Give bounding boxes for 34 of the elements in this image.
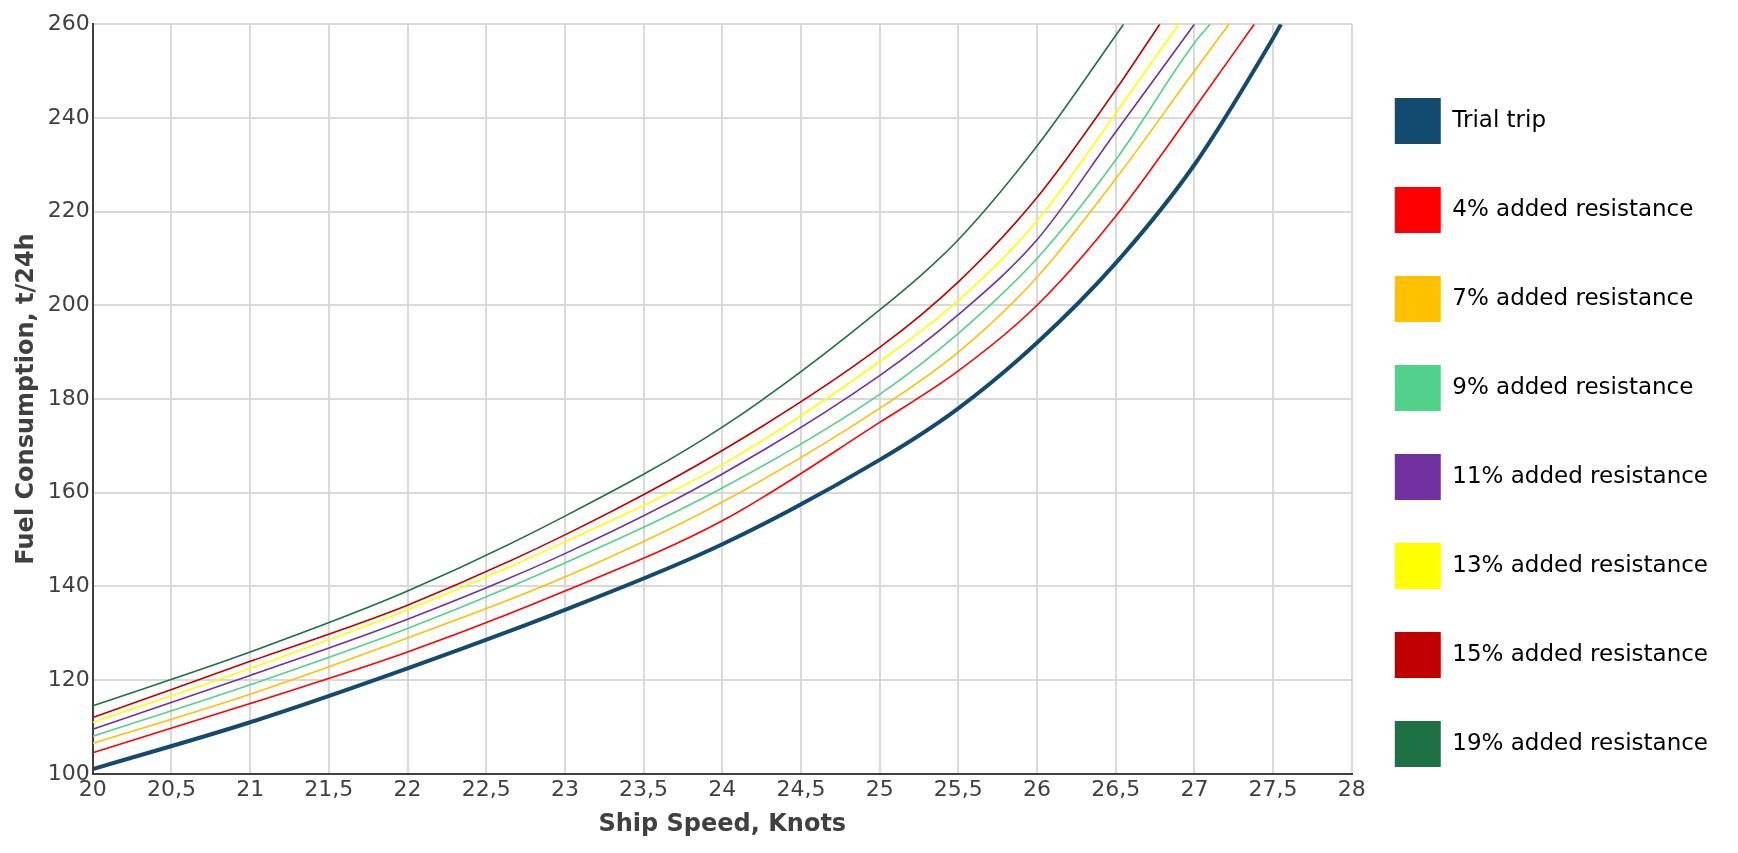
legend-label: 9% added resistance <box>1452 372 1694 399</box>
y-tick-label: 160 <box>47 478 90 504</box>
x-tick-label: 23 <box>550 775 579 801</box>
legend-label: 15% added resistance <box>1452 639 1709 666</box>
x-tick-label: 22,5 <box>461 775 511 801</box>
x-tick-label: 27,5 <box>1248 775 1298 801</box>
legend-label: 7% added resistance <box>1452 283 1694 310</box>
x-tick-label: 26,5 <box>1091 775 1141 801</box>
x-tick-label: 21 <box>236 775 265 801</box>
legend-label: 11% added resistance <box>1452 461 1709 488</box>
legend-label: 4% added resistance <box>1452 194 1694 221</box>
legend-label: 19% added resistance <box>1452 728 1709 755</box>
x-tick-label: 27 <box>1180 775 1209 801</box>
y-tick-label: 140 <box>47 572 90 598</box>
y-tick-label: 260 <box>47 9 90 35</box>
x-tick-label: 24 <box>708 775 737 801</box>
y-tick-label: 120 <box>47 665 90 691</box>
y-tick-label: 200 <box>47 291 90 317</box>
x-tick-label: 25 <box>865 775 894 801</box>
y-tick-label: 180 <box>47 384 90 410</box>
y-tick-label: 240 <box>47 103 90 129</box>
x-tick-label: 23,5 <box>619 775 669 801</box>
x-tick-label: 24,5 <box>776 775 826 801</box>
y-axis-title: Fuel Consumption, t/24h <box>10 233 39 565</box>
y-tick-label: 220 <box>47 197 90 223</box>
x-tick-label: 20,5 <box>146 775 196 801</box>
x-tick-label: 22 <box>393 775 422 801</box>
x-axis-title: Ship Speed, Knots <box>598 808 847 837</box>
x-tick-label: 26 <box>1023 775 1052 801</box>
legend-label: 13% added resistance <box>1452 550 1709 577</box>
x-tick-label: 28 <box>1337 775 1366 801</box>
x-tick-label: 21,5 <box>304 775 354 801</box>
legend-label: Trial trip <box>1451 105 1547 132</box>
x-tick-label: 25,5 <box>933 775 983 801</box>
